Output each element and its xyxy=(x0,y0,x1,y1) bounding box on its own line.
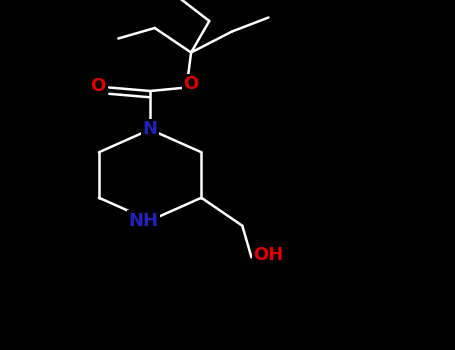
Text: NH: NH xyxy=(128,211,158,230)
Text: N: N xyxy=(143,120,157,139)
Text: O: O xyxy=(90,77,106,95)
Text: O: O xyxy=(183,75,199,93)
Text: OH: OH xyxy=(253,246,284,265)
